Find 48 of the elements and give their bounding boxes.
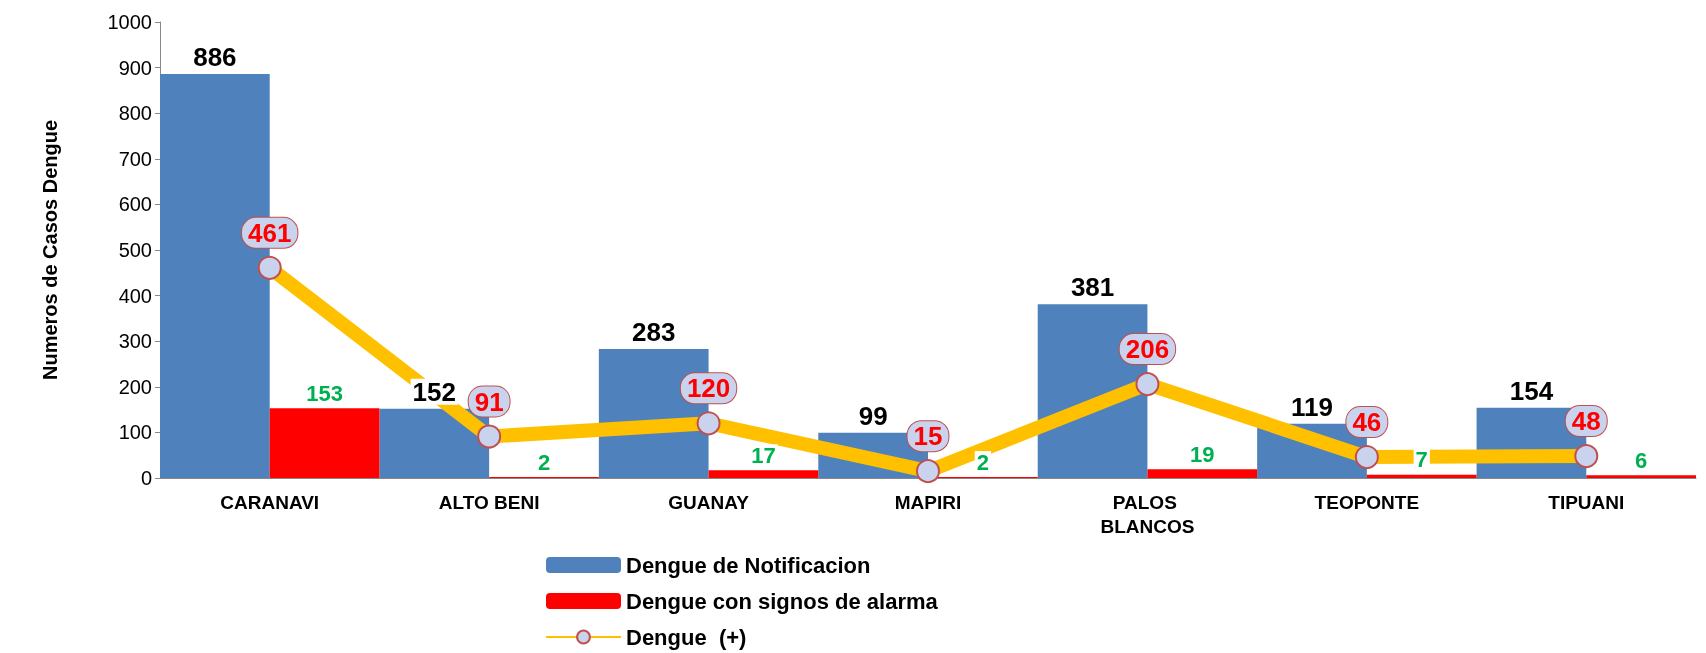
y-tick-label: 800 (118, 102, 152, 125)
data-label: 7 (1415, 447, 1428, 473)
data-label: 381 (1070, 272, 1115, 303)
data-label: 154 (1509, 375, 1554, 406)
bar (1366, 474, 1477, 478)
y-axis-title: Numeros de Casos Dengue (39, 119, 61, 381)
data-label: 283 (632, 316, 676, 347)
legend-label: Dengue de Notificacion (626, 552, 871, 578)
data-label: 48 (1571, 406, 1601, 437)
data-label: 46 (1352, 407, 1382, 438)
y-tick-label: 300 (118, 330, 152, 353)
y-tick-label: 900 (118, 56, 152, 79)
data-label: 91 (474, 386, 504, 417)
x-tick-label: PALOS BLANCOS (1100, 491, 1195, 537)
data-label: 6 (1635, 447, 1648, 473)
y-tick-label: 1000 (107, 11, 152, 33)
y-tick-label: 700 (118, 147, 152, 170)
legend-label: Dengue (+) (626, 624, 747, 650)
data-label: 17 (751, 442, 776, 468)
data-label: 2 (537, 449, 551, 475)
y-tick-label: 100 (118, 421, 152, 444)
data-label: 99 (858, 400, 888, 431)
y-tick-label: 0 (140, 467, 152, 489)
data-label: 2 (976, 449, 989, 475)
bar (269, 408, 380, 478)
data-label: 153 (306, 380, 343, 406)
bar (708, 470, 819, 478)
data-label: 206 (1125, 334, 1170, 365)
x-tick-label: CARANAVI (220, 491, 320, 513)
x-tick-label: ALTO BENI (438, 491, 540, 513)
y-tick-label: 400 (118, 284, 152, 307)
data-label: 119 (1291, 391, 1333, 422)
bar (1586, 475, 1696, 478)
x-tick-label: TIPUANI (1548, 491, 1625, 513)
data-label: 461 (248, 217, 292, 248)
data-label: 19 (1190, 441, 1215, 467)
y-tick-label: 500 (118, 239, 152, 261)
data-label: 886 (193, 41, 237, 72)
bar (1147, 469, 1258, 478)
x-tick-label: TEOPONTE (1314, 491, 1420, 513)
x-tick-label: MAPIRI (894, 491, 962, 513)
data-label: 152 (412, 376, 456, 407)
y-tick-label: 600 (118, 193, 152, 216)
legend-label: Dengue con signos de alarma (626, 588, 939, 614)
data-label: 15 (913, 421, 943, 452)
data-label: 120 (686, 373, 731, 404)
x-tick-label: GUANAY (668, 491, 750, 513)
y-tick-label: 200 (118, 375, 152, 398)
